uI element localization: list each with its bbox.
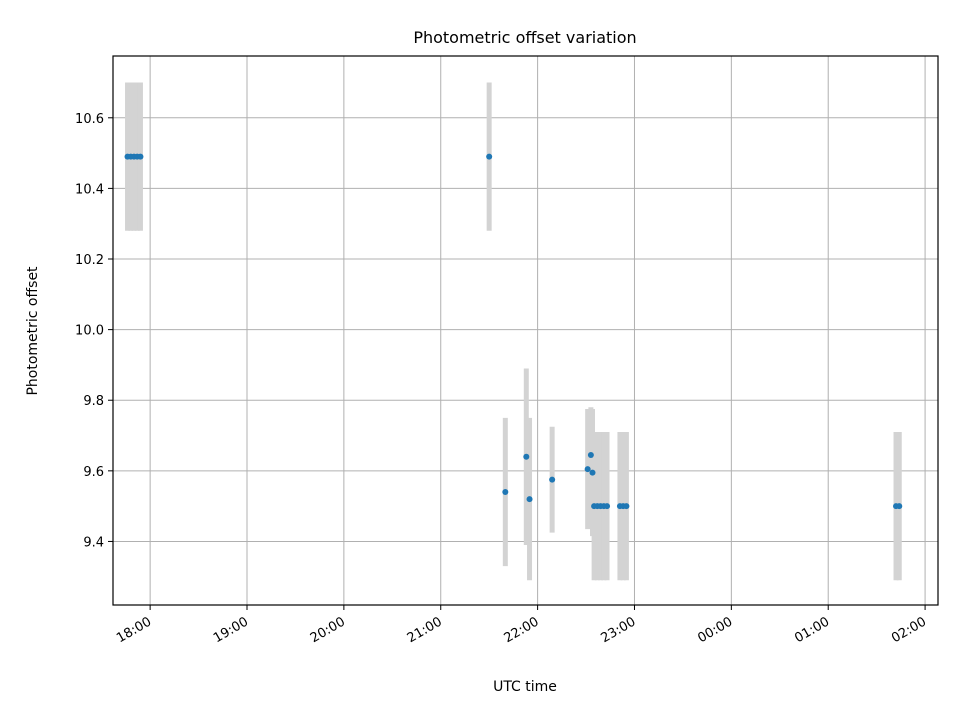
data-point bbox=[486, 153, 493, 160]
data-point bbox=[526, 496, 533, 503]
y-tick-label: 9.8 bbox=[83, 394, 104, 409]
x-axis-label: UTC time bbox=[493, 679, 557, 695]
x-tick-label: 21:00 bbox=[405, 614, 445, 646]
data-point bbox=[587, 451, 594, 458]
y-tick-label: 10.6 bbox=[75, 112, 104, 127]
x-tick-label: 22:00 bbox=[502, 614, 542, 646]
data-point bbox=[604, 503, 611, 510]
grid bbox=[113, 56, 938, 605]
y-axis-label: Photometric offset bbox=[25, 266, 41, 396]
plot-area-frame bbox=[112, 55, 939, 606]
y-axis: 9.4 9.6 9.8 10.0 10.2 10.4 10.6 bbox=[75, 112, 113, 550]
data-point bbox=[584, 466, 591, 473]
y-tick-label: 10.0 bbox=[75, 324, 104, 339]
y-tick-label: 10.2 bbox=[75, 253, 104, 268]
y-tick-label: 10.4 bbox=[75, 182, 104, 197]
data-point bbox=[549, 476, 556, 483]
x-tick-label: 18:00 bbox=[114, 614, 154, 646]
data-point bbox=[523, 453, 530, 460]
data-points bbox=[124, 153, 903, 510]
y-tick-label: 9.6 bbox=[83, 465, 104, 480]
data-point bbox=[589, 469, 596, 476]
x-tick-label: 20:00 bbox=[308, 614, 348, 646]
x-tick-label: 00:00 bbox=[695, 614, 735, 646]
x-tick-label: 23:00 bbox=[599, 614, 639, 646]
x-tick-label: 02:00 bbox=[889, 614, 929, 646]
data-point bbox=[896, 503, 903, 510]
x-tick-label: 19:00 bbox=[211, 614, 251, 646]
x-axis: 18:00 19:00 20:00 21:00 22:00 23:00 00:00 01:00… bbox=[114, 605, 929, 646]
y-tick-label: 9.4 bbox=[83, 535, 104, 550]
x-tick-label: 01:00 bbox=[792, 614, 832, 646]
chart-title: Photometric offset variation bbox=[413, 28, 636, 47]
data-point bbox=[623, 503, 630, 510]
data-point bbox=[137, 153, 144, 160]
error-bars bbox=[125, 82, 902, 581]
data-point bbox=[502, 489, 509, 496]
